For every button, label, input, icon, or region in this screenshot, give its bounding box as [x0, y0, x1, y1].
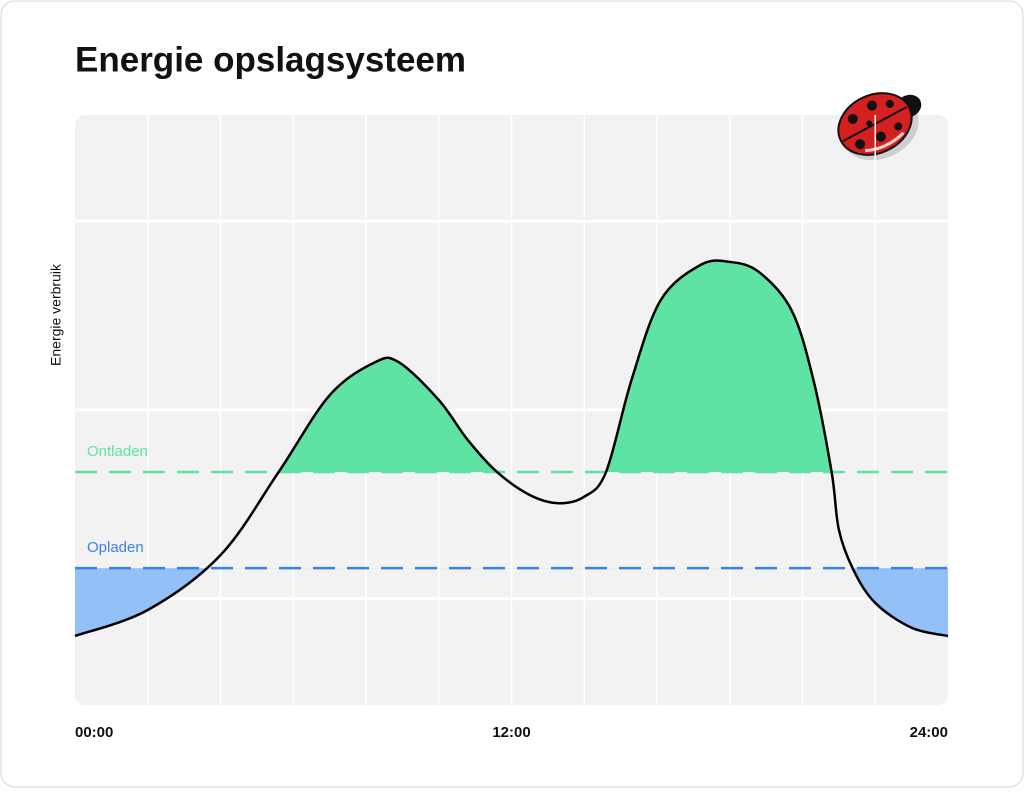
threshold-area	[75, 568, 948, 636]
lines	[74, 259, 949, 638]
x-tick-label: 00:00	[75, 724, 113, 741]
fills	[75, 260, 948, 636]
x-tick-label: 24:00	[910, 724, 948, 741]
chart-title: Energie opslagsysteem	[75, 40, 466, 79]
line	[74, 259, 949, 638]
threshold-area	[75, 260, 948, 472]
y-axis-label: Energie verbruik	[48, 263, 64, 366]
threshold-label: Ontladen	[87, 443, 148, 460]
ladybug-icon	[837, 92, 922, 161]
x-tick-label: 12:00	[492, 724, 530, 741]
threshold-label: Opladen	[87, 539, 144, 556]
